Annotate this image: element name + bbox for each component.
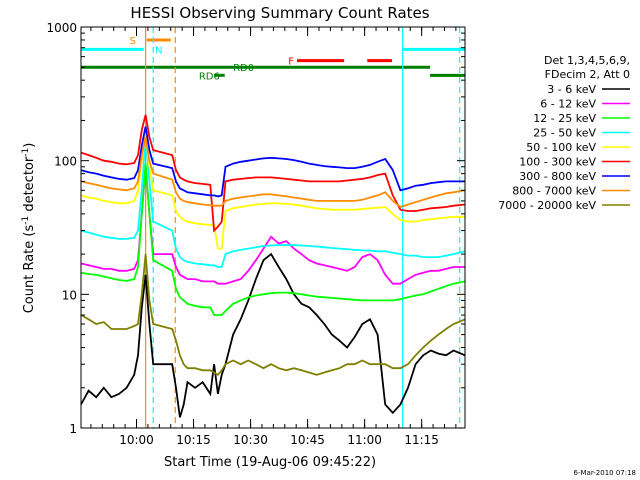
x-axis: 10:00 10:15 10:30 10:45 11:00 11:15 <box>90 27 457 447</box>
flag-bars: S N RD0 RD6 F <box>81 36 465 82</box>
y-axis-label: Count Rate (s-1 detector-1) <box>21 143 37 314</box>
chart-title: HESSI Observing Summary Count Rates <box>130 4 429 22</box>
series-lines <box>80 114 466 418</box>
legend-label: 25 - 50 keV <box>533 127 596 140</box>
series-line <box>80 114 466 233</box>
y-tick-label: 10 <box>62 288 77 302</box>
legend-label: 100 - 300 keV <box>519 156 596 169</box>
series-line <box>80 136 466 209</box>
legend-label: 50 - 100 keV <box>526 141 596 154</box>
series-line <box>80 126 465 198</box>
footer-date: 6-Mar-2010 07:18 <box>574 469 636 477</box>
legend-label: 800 - 7000 keV <box>512 185 596 198</box>
y-tick-label: 1000 <box>46 21 77 35</box>
x-axis-label: Start Time (19-Aug-06 09:45:22) <box>164 455 376 470</box>
x-tick-label: 11:15 <box>404 433 439 447</box>
flag-label: S <box>130 36 136 47</box>
x-tick-label: 11:00 <box>347 433 382 447</box>
legend-header-1: Det 1,3,4,5,6,9, <box>544 54 630 67</box>
x-tick-label: 10:30 <box>233 433 268 447</box>
y-axis: 1 10 100 1000 <box>46 21 465 436</box>
series-line <box>80 254 466 376</box>
legend-label: 12 - 25 keV <box>533 112 596 125</box>
flag-label: RD0 <box>233 63 254 74</box>
legend: Det 1,3,4,5,6,9, FDecim 2, Att 0 3 - 6 k… <box>498 54 630 212</box>
y-tick-label: 100 <box>54 155 77 169</box>
legend-header-2: FDecim 2, Att 0 <box>545 68 630 81</box>
y-tick-label: 1 <box>69 422 77 436</box>
series-line <box>80 163 466 316</box>
legend-label: 7000 - 20000 keV <box>498 199 596 212</box>
flag-label: N <box>155 45 162 56</box>
legend-label: 6 - 12 keV <box>540 98 596 111</box>
series-line <box>80 252 466 418</box>
legend-label: 300 - 800 keV <box>519 170 596 183</box>
x-tick-label: 10:15 <box>176 433 211 447</box>
x-tick-label: 10:45 <box>290 433 325 447</box>
plot-area: S N RD0 RD6 F <box>80 27 466 428</box>
flag-label: F <box>288 57 294 68</box>
x-tick-label: 10:00 <box>119 433 154 447</box>
legend-label: 3 - 6 keV <box>547 83 596 96</box>
flag-label: RD6 <box>199 71 220 82</box>
series-line <box>80 137 466 268</box>
